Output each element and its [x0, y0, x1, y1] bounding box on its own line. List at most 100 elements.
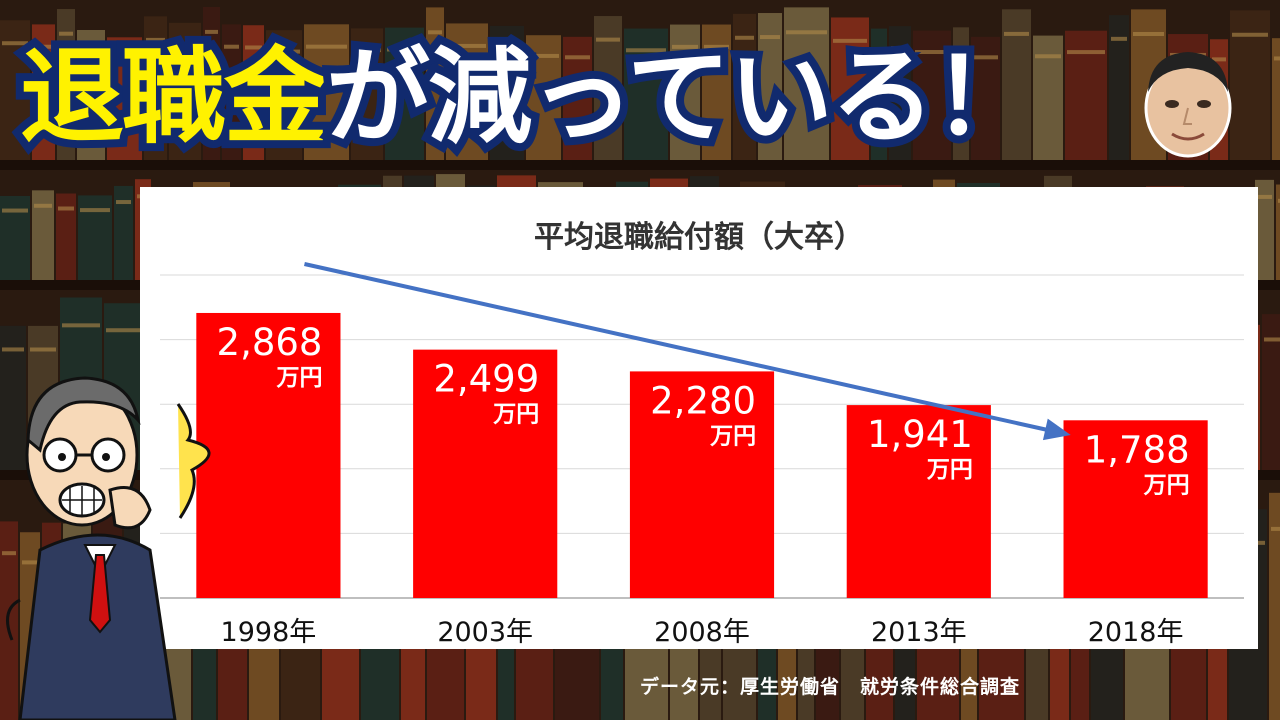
book-band	[245, 45, 262, 50]
shelf-board	[0, 160, 1280, 170]
book-band	[34, 44, 53, 49]
data-label: 2,280	[650, 379, 756, 422]
data-label: 2,499	[433, 358, 539, 401]
book-spine	[114, 185, 133, 280]
book-band	[1133, 31, 1164, 36]
book-band	[735, 35, 754, 40]
bar	[413, 349, 558, 598]
bar	[196, 312, 341, 598]
unit-label: 万円	[276, 365, 322, 391]
book-spine	[56, 193, 76, 280]
headline: 退職金 が減っている！	[12, 22, 1045, 166]
book-band	[626, 48, 666, 53]
book-band	[1257, 194, 1272, 199]
book-spine	[144, 16, 167, 160]
book-band	[891, 46, 909, 51]
book-band	[672, 44, 698, 49]
unit-label: 万円	[493, 402, 539, 428]
book-spine	[222, 24, 241, 160]
book-spine	[1269, 492, 1280, 720]
trend-arrow	[304, 262, 1058, 434]
book-band	[428, 30, 442, 35]
book-band	[760, 35, 780, 40]
book-band	[79, 49, 103, 54]
worried-businessman-illustration	[6, 376, 211, 720]
chart-title: 平均退職給付額（大卒）	[534, 220, 864, 255]
book-band	[1274, 56, 1280, 61]
book-band	[1004, 31, 1029, 36]
bar	[629, 371, 775, 598]
book-band	[1278, 198, 1280, 203]
book-band	[1035, 54, 1061, 59]
book-band	[353, 48, 381, 53]
book-band	[58, 206, 74, 211]
book-spine	[1262, 314, 1280, 470]
category-label: 2003年	[437, 617, 533, 648]
book-band	[2, 347, 24, 352]
book-spine	[1276, 184, 1280, 280]
book-spine	[32, 190, 54, 280]
book-band	[106, 328, 146, 333]
headline-highlight: 退職金	[12, 28, 336, 166]
data-source-note: データ元：厚生労働省 就労条件総合調査	[640, 676, 1021, 698]
book-band	[80, 208, 110, 213]
book-band	[492, 45, 522, 50]
bar-chart: 平均退職給付額（大卒）2,868万円1998年2,499万円2003年2,280…	[160, 220, 1244, 648]
unit-label: 万円	[710, 423, 756, 449]
headline-rest: が減っている！	[318, 28, 1045, 166]
category-label: 2013年	[871, 617, 967, 648]
book-band	[915, 50, 949, 55]
chart-panel: 平均退職給付額（大卒） 2,868 万円 1998年 2,499 万円 2003年 2,280…	[140, 187, 1258, 649]
book-band	[704, 44, 729, 49]
book-band	[1264, 337, 1280, 342]
book-spine	[1255, 179, 1274, 280]
book-band	[62, 323, 100, 328]
book-band	[565, 55, 590, 60]
book-band	[59, 31, 73, 36]
book-band	[2, 41, 28, 46]
book-band	[448, 43, 486, 48]
book-band	[205, 29, 218, 34]
book-band	[973, 55, 998, 60]
book-band	[2, 208, 28, 213]
book-spine	[426, 7, 444, 161]
book-band	[109, 55, 140, 60]
book-band	[1212, 57, 1226, 62]
book-band	[1271, 526, 1280, 531]
book-band	[1232, 32, 1268, 37]
book-band	[1111, 36, 1127, 41]
book-band	[387, 47, 422, 52]
book-spine	[1109, 15, 1129, 161]
book-band	[34, 203, 52, 208]
trend-arrowhead	[1042, 418, 1071, 441]
book-spine	[1272, 38, 1280, 160]
book-band	[786, 30, 827, 35]
book-spine	[32, 24, 55, 160]
presenter-avatar	[1144, 52, 1232, 158]
book-spine	[57, 9, 75, 160]
book-band	[2, 551, 16, 556]
book-band	[528, 53, 559, 58]
book-spine	[203, 6, 220, 161]
book-band	[596, 37, 620, 42]
bar	[1063, 420, 1208, 598]
book-band	[833, 38, 867, 43]
data-label: 2,868	[217, 321, 323, 364]
unit-label: 万円	[927, 457, 973, 483]
category-label: 2008年	[654, 617, 750, 648]
bar	[846, 405, 991, 598]
book-band	[116, 200, 131, 205]
book-spine	[953, 27, 969, 161]
data-label: 1,788	[1084, 428, 1190, 471]
book-spine	[733, 13, 756, 160]
book-band	[268, 49, 300, 54]
data-label: 1,941	[867, 413, 973, 456]
book-band	[224, 44, 239, 49]
book-band	[30, 347, 56, 352]
book-band	[873, 48, 885, 53]
book-spine	[243, 25, 264, 160]
book-band	[146, 37, 165, 42]
book-band	[171, 43, 199, 48]
book-band	[955, 47, 967, 52]
category-label: 1998年	[221, 617, 317, 648]
